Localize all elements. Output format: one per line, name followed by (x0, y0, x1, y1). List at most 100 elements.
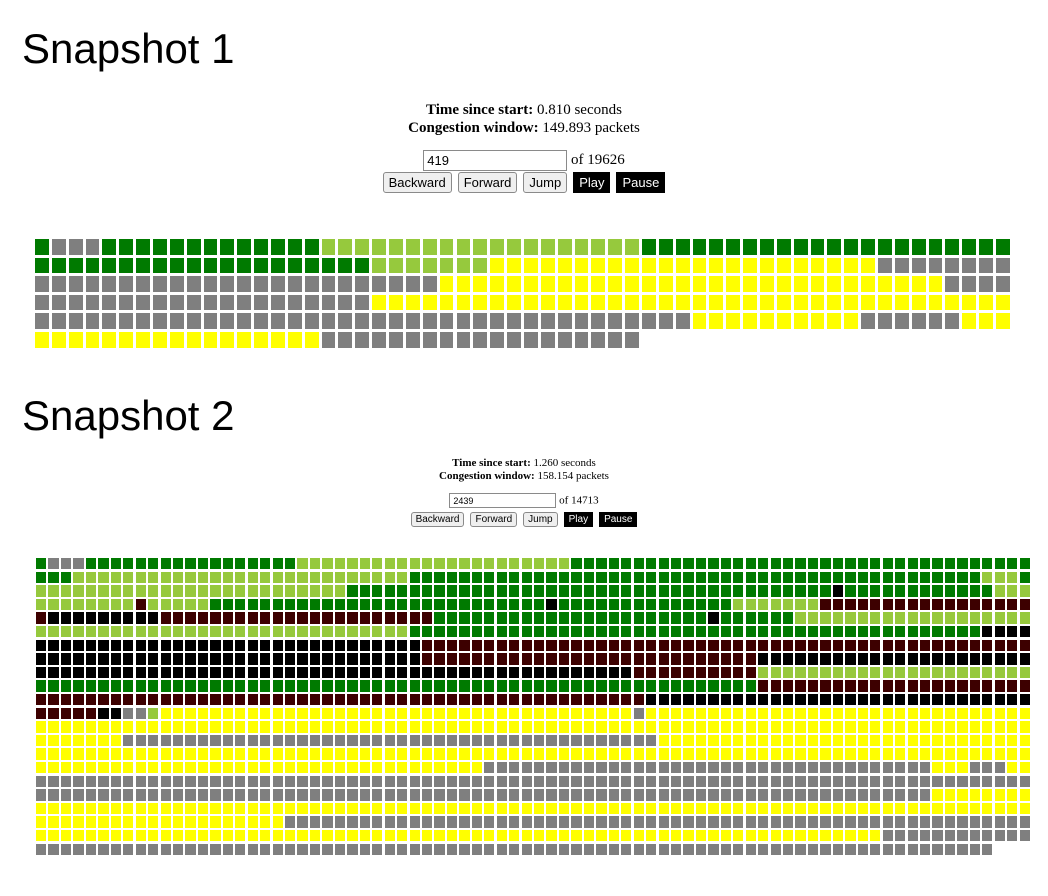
play-button[interactable]: Play (563, 512, 594, 527)
packet-cell-retransmit (60, 707, 72, 719)
packet-cell-in-flight (334, 585, 346, 597)
pause-button[interactable]: Pause (616, 172, 666, 193)
packet-cell-sent-acked (397, 680, 408, 692)
packet-cell-unsent (546, 762, 557, 774)
packet-cell-unsent (210, 775, 221, 787)
packet-cell-pending (48, 830, 59, 842)
packet-cell-in-flight (758, 666, 769, 679)
packet-cell-sent-acked (271, 239, 285, 255)
packet-cell-retransmit (621, 653, 632, 665)
pause-button[interactable]: Pause (599, 512, 638, 527)
packet-cell-lost (807, 694, 819, 706)
packet-cell-unsent (197, 734, 209, 747)
backward-button[interactable]: Backward (382, 172, 452, 193)
packet-cell-unsent (48, 789, 59, 801)
packet-cell-unsent (36, 843, 47, 855)
packet-cell-pending (857, 707, 868, 719)
packet-cell-unsent (85, 294, 100, 311)
packet-cell-retransmit (297, 612, 308, 624)
packet-cell-pending (490, 257, 505, 274)
packet-cell-pending (484, 802, 495, 815)
packet-cell-in-flight (807, 612, 819, 624)
packet-cell-pending (123, 721, 134, 733)
packet-cell-sent-acked (571, 626, 582, 638)
packet-cell-pending (745, 830, 756, 842)
packet-cell-unsent (907, 830, 918, 842)
packet-cell-lost (148, 666, 159, 679)
packet-cell-in-flight (210, 585, 221, 597)
packet-cell-pending (596, 802, 607, 815)
packet-cell-in-flight (36, 626, 47, 638)
packet-cell-pending (272, 802, 283, 815)
packet-cell-retransmit (409, 612, 420, 624)
packet-cell-retransmit (185, 694, 196, 706)
packet-cell-retransmit (421, 639, 433, 651)
packet-cell-unsent (558, 762, 570, 774)
packet-cell-pending (421, 802, 433, 815)
packet-cell-pending (641, 276, 656, 292)
packet-cell-unsent (807, 775, 819, 787)
packet-cell-retransmit (558, 694, 570, 706)
packet-cell-lost (372, 666, 383, 679)
packet-cell-unsent (322, 816, 333, 828)
packet-cell-in-flight (297, 585, 308, 597)
packet-cell-lost (285, 639, 296, 651)
packet-cell-pending (969, 707, 980, 719)
packet-cell-retransmit (907, 680, 918, 692)
packet-cell-pending (558, 721, 570, 733)
packet-cell-pending (372, 294, 387, 311)
packet-cell-pending (434, 762, 445, 774)
packet-cell-lost (98, 639, 109, 651)
packet-cell-lost (235, 666, 246, 679)
packet-cell-unsent (574, 313, 589, 329)
packet-cell-retransmit (334, 612, 346, 624)
jump-button[interactable]: Jump (523, 172, 568, 193)
packet-cell-pending (596, 707, 607, 719)
packet-cell-in-flight (60, 598, 72, 611)
packet-cell-unsent (172, 843, 184, 855)
packet-cell-pending (658, 276, 673, 292)
jump-button[interactable]: Jump (523, 512, 558, 527)
packet-cell-in-flight (1007, 571, 1018, 583)
packet-cell-sent-acked (509, 571, 520, 583)
packet-cell-pending (695, 721, 707, 733)
packet-cell-lost (197, 653, 209, 665)
packet-cell-sent-acked (235, 598, 246, 611)
packet-cell-pending (709, 257, 724, 274)
packet-cell-unsent (625, 332, 639, 348)
packet-cell-sent-acked (135, 680, 146, 692)
packet-cell-pending (695, 802, 707, 815)
packet-cell-pending (297, 748, 308, 760)
backward-button[interactable]: Backward (410, 512, 465, 527)
time-label: Time since start: (426, 102, 534, 118)
forward-button[interactable]: Forward (457, 172, 518, 193)
packet-cell-pending (969, 789, 980, 801)
packet-cell-pending (197, 762, 209, 774)
packet-cell-pending (621, 748, 632, 760)
packet-cell-pending (160, 762, 171, 774)
packet-cell-pending (695, 707, 707, 719)
forward-button[interactable]: Forward (470, 512, 518, 527)
packet-cell-unsent (583, 775, 595, 787)
packet-cell-in-flight (222, 626, 233, 638)
packet-cell-pending (1007, 721, 1018, 733)
packet-cell-retransmit (148, 694, 159, 706)
packet-cell-unsent (409, 775, 420, 787)
packet-cell-unsent (222, 843, 233, 855)
position-input[interactable] (423, 150, 568, 171)
play-button[interactable]: Play (573, 172, 611, 193)
packet-cell-unsent (421, 789, 433, 801)
packet-cell-sent-acked (695, 558, 707, 570)
packet-cell-unsent (237, 276, 252, 292)
packet-cell-unsent (304, 313, 319, 329)
packet-cell-pending (633, 721, 644, 733)
position-input[interactable] (449, 493, 557, 508)
packet-cell-pending (110, 830, 121, 842)
packet-cell-retransmit (832, 598, 844, 611)
packet-cell-unsent (670, 762, 682, 774)
packet-cell-retransmit (957, 639, 968, 651)
packet-cell-pending (110, 721, 121, 733)
packet-cell-sent-acked (845, 558, 856, 570)
packet-cell-pending (770, 734, 781, 747)
packet-cell-lost (596, 666, 607, 679)
